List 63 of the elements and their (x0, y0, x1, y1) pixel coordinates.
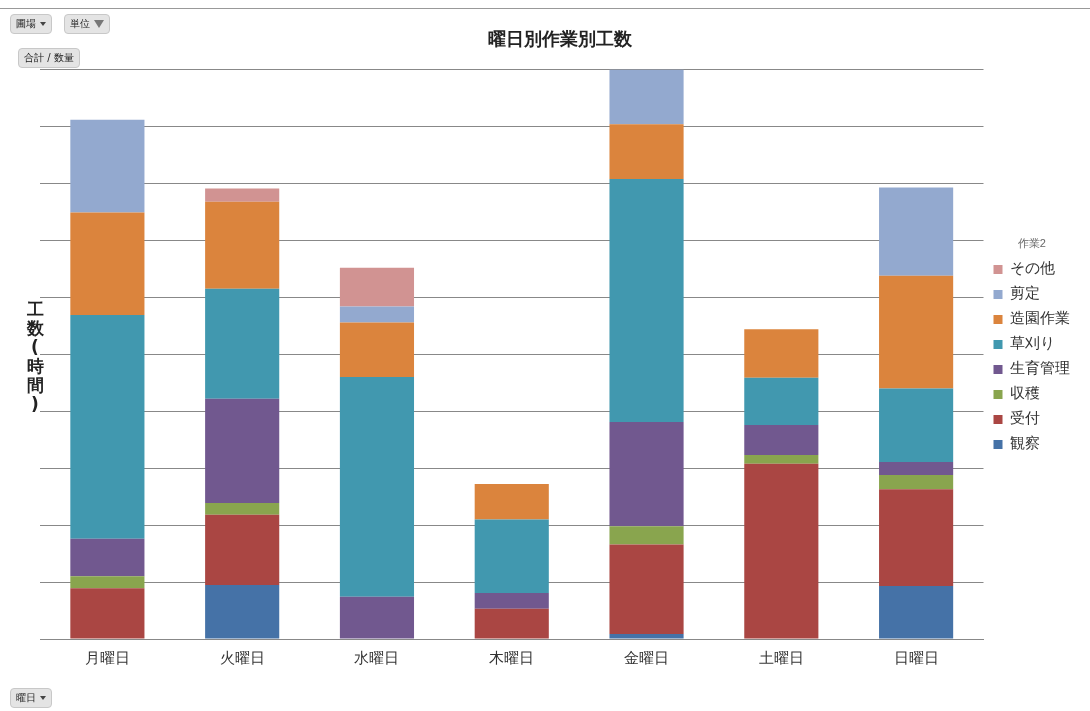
bar (339, 267, 415, 307)
bar (70, 212, 145, 316)
bar (609, 422, 684, 527)
bar (205, 514, 280, 585)
bar (879, 187, 954, 276)
bar (205, 398, 280, 503)
bar (879, 388, 954, 462)
bar (205, 201, 280, 289)
x-tick-label: 木曜日 (489, 649, 535, 667)
bar (205, 188, 280, 202)
legend-label: 造園作業 (1010, 309, 1070, 328)
bar (609, 178, 684, 423)
bar (879, 489, 954, 587)
bar (474, 484, 549, 520)
bar (339, 596, 415, 639)
bar (609, 633, 684, 639)
bar (70, 538, 145, 577)
bar (339, 306, 415, 323)
bar (339, 322, 415, 378)
chart-title: 曜日別作業別工数 (488, 28, 633, 50)
legend-label: 観察 (1010, 434, 1040, 453)
bar (609, 544, 684, 634)
bar (339, 377, 415, 597)
bar (474, 519, 549, 593)
bar (70, 576, 145, 589)
bar (879, 586, 954, 639)
bar (70, 315, 145, 539)
bar (205, 502, 280, 515)
bar (744, 377, 819, 425)
bar (609, 124, 684, 179)
bar (205, 584, 280, 639)
legend-label: 草刈り (1010, 334, 1055, 353)
bar (879, 475, 954, 490)
legend-label: 剪定 (1010, 284, 1040, 303)
legend-label: その他 (1010, 259, 1055, 278)
legend-label: 収穫 (1010, 384, 1040, 403)
legend-label: 生育管理 (1010, 359, 1070, 378)
bar (609, 526, 684, 545)
x-tick-label: 月曜日 (84, 649, 130, 667)
text: 合計 / 数量 (24, 51, 74, 65)
bar (609, 69, 684, 125)
legend-label: 受付 (1010, 409, 1040, 428)
bar (879, 461, 954, 476)
x-tick-label: 土曜日 (758, 649, 804, 667)
bar (70, 119, 145, 213)
text: 曜日 (16, 691, 36, 705)
bar (744, 463, 819, 639)
bar (744, 455, 819, 464)
x-tick-label: 火曜日 (219, 649, 265, 667)
bar (474, 592, 549, 609)
bar (474, 608, 549, 639)
bar (879, 275, 954, 389)
text: 単位 (70, 17, 90, 31)
x-tick-label: 金曜日 (624, 649, 670, 667)
bar (744, 424, 819, 456)
bar (70, 588, 145, 639)
x-tick-label: 水曜日 (354, 649, 400, 667)
y-axis-title: 工数(時間) (25, 299, 45, 414)
bar (744, 329, 819, 378)
text: 圃場 (16, 17, 36, 31)
legend-title: 作業2 (1016, 237, 1046, 250)
x-tick-label: 日曜日 (893, 649, 939, 667)
bar (205, 288, 280, 399)
